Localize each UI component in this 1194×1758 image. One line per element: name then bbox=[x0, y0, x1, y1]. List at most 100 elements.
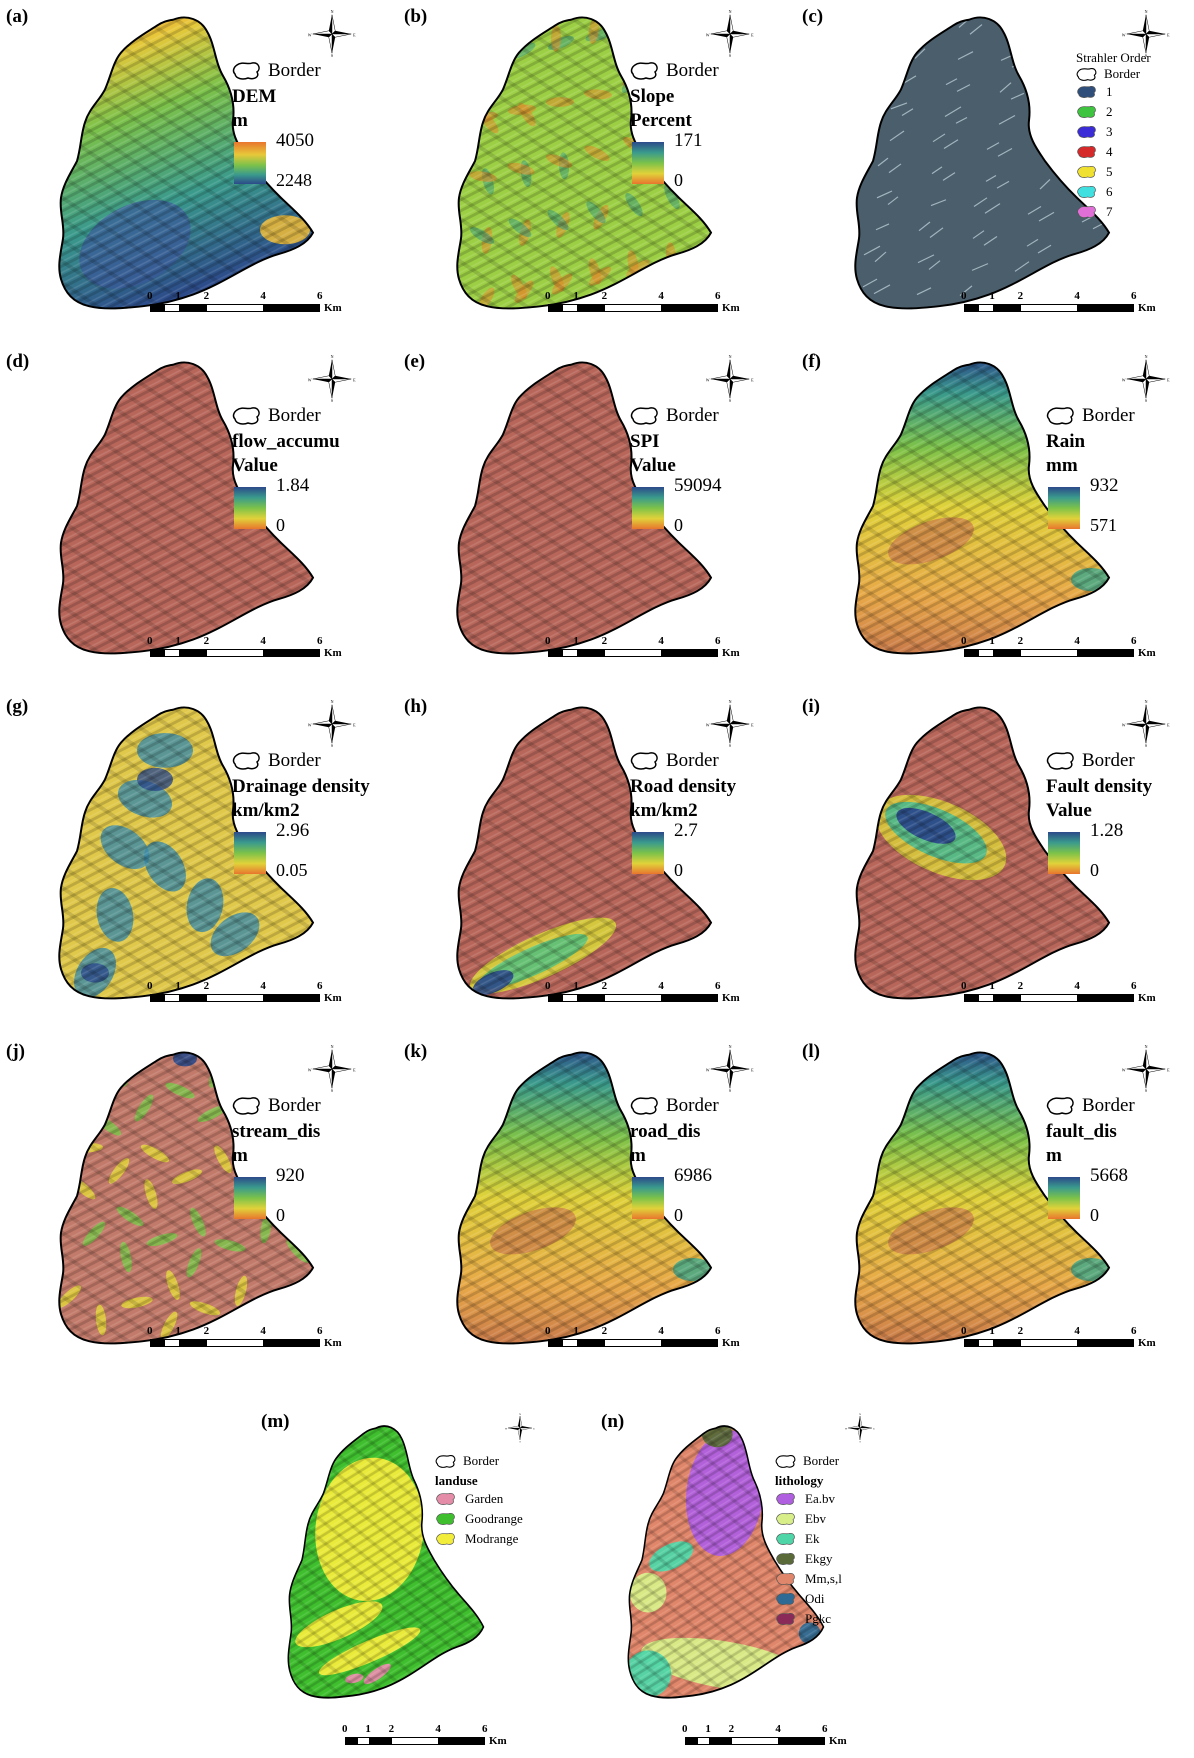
scale-tick-label: 1 bbox=[573, 635, 579, 647]
scale-segment bbox=[207, 1340, 263, 1346]
compass-n-label: N bbox=[331, 10, 334, 14]
scale-bar: 0 1 2 4 6 Km bbox=[545, 980, 740, 1004]
legend-category-label: Pgkc bbox=[805, 1611, 831, 1626]
compass-e-label: E bbox=[353, 722, 356, 727]
scale-segment bbox=[563, 1340, 577, 1346]
scale-segment bbox=[979, 650, 993, 656]
scale-tick-label: 4 bbox=[775, 1723, 781, 1735]
compass-w-label: W bbox=[1122, 377, 1126, 382]
map-panel-h: (h) N S E W Border Road density km/km2 2.7 0 0 1 2 4 6… bbox=[398, 690, 778, 1030]
compass-s-label: S bbox=[729, 53, 731, 58]
scale-segment bbox=[563, 650, 577, 656]
scale-segment bbox=[577, 305, 605, 311]
scale-unit-label: Km bbox=[489, 1735, 507, 1747]
compass-e-label: E bbox=[353, 377, 356, 382]
scale-tick-label: 0 bbox=[147, 1325, 153, 1337]
scale-tick-label: 4 bbox=[260, 635, 266, 647]
legend-border-label: Border bbox=[666, 60, 719, 81]
scale-tick-label: 6 bbox=[317, 1325, 323, 1337]
scale-segment bbox=[549, 1340, 563, 1346]
color-ramp bbox=[632, 1177, 664, 1219]
scale-tick-label: 4 bbox=[658, 635, 664, 647]
compass-s-label: S bbox=[519, 1441, 521, 1444]
legend-category-row: Odi bbox=[775, 1589, 842, 1609]
legend-category-row: 3 bbox=[1076, 122, 1151, 142]
ramp-min-label: 571 bbox=[1090, 515, 1117, 535]
scale-tick-label: 6 bbox=[317, 290, 323, 302]
watershed-border bbox=[287, 1425, 485, 1699]
ramp-min-label: 0 bbox=[674, 170, 683, 190]
category-swatch-icon bbox=[436, 1493, 455, 1505]
panel-label: (k) bbox=[404, 1041, 428, 1062]
scale-segment bbox=[993, 305, 1021, 311]
legend-border-label: Border bbox=[1082, 1095, 1135, 1116]
legend-title: Strahler Order bbox=[1076, 50, 1151, 65]
legend-category-row: Garden bbox=[435, 1489, 523, 1509]
scale-bar: 0 1 2 4 6 Km bbox=[545, 1325, 740, 1349]
category-swatch-icon bbox=[1077, 126, 1096, 138]
scale-segment bbox=[577, 1340, 605, 1346]
compass-w-label: W bbox=[1122, 722, 1126, 727]
scale-bar: 0 1 2 4 6 Km bbox=[147, 980, 342, 1004]
scale-tick-label: 2 bbox=[1017, 1325, 1024, 1337]
legend-category-row: 2 bbox=[1076, 102, 1151, 122]
north-arrow-icon: N S E W bbox=[845, 1413, 875, 1443]
legend-title: Road density bbox=[630, 776, 737, 797]
watershed-border bbox=[854, 361, 1111, 655]
compass-w-label: W bbox=[706, 722, 710, 727]
ramp-max-label: 1.84 bbox=[276, 475, 310, 496]
scale-tick-label: 0 bbox=[961, 980, 967, 992]
scale-tick-label: 6 bbox=[715, 1325, 721, 1337]
compass-e-label: E bbox=[1167, 377, 1170, 382]
map-panel-k: (k) N S E W Border road_dis m 6986 0 0 1 2 4 6 Km bbox=[398, 1035, 778, 1375]
north-arrow-icon: N S E W bbox=[1122, 355, 1170, 403]
legend-category-row: 5 bbox=[1076, 162, 1151, 182]
scale-segment bbox=[263, 305, 319, 311]
legend-category-label: Odi bbox=[805, 1591, 825, 1606]
scale-tick-label: 6 bbox=[715, 635, 721, 647]
scale-segment bbox=[357, 1738, 369, 1744]
scale-bar: 0 1 2 4 6 Km bbox=[961, 980, 1156, 1004]
legend-category-row: 6 bbox=[1076, 182, 1151, 202]
panel-label: (f) bbox=[802, 351, 821, 372]
compass-s-label: S bbox=[331, 743, 333, 748]
scale-tick-label: 0 bbox=[147, 635, 153, 647]
watershed-map bbox=[456, 706, 713, 1000]
category-swatch-icon bbox=[776, 1513, 795, 1525]
scale-segment bbox=[165, 1340, 179, 1346]
scale-unit-label: Km bbox=[722, 1337, 740, 1349]
scale-segment bbox=[392, 1738, 438, 1744]
north-arrow-icon: N S E W bbox=[505, 1413, 535, 1443]
category-swatch-icon bbox=[776, 1613, 795, 1625]
compass-n-label: N bbox=[1145, 10, 1148, 14]
compass-w-label: W bbox=[308, 722, 312, 727]
watershed-border bbox=[627, 1425, 825, 1699]
scale-unit-label: Km bbox=[722, 992, 740, 1004]
watershed-map bbox=[58, 706, 315, 1000]
scale-tick-label: 4 bbox=[260, 1325, 266, 1337]
scale-tick-label: 4 bbox=[1074, 1325, 1080, 1337]
ramp-max-label: 5668 bbox=[1090, 1165, 1128, 1186]
compass-w-label: W bbox=[308, 32, 312, 37]
scale-segment bbox=[965, 1340, 979, 1346]
ramp-min-label: 0 bbox=[674, 1205, 683, 1225]
legend-category-label: Mm,s,l bbox=[805, 1571, 842, 1586]
scale-tick-label: 0 bbox=[961, 1325, 967, 1337]
scale-unit-label: Km bbox=[324, 992, 342, 1004]
map-panel-c: (c) N S E W Strahler Order Border 1 2 3 4 5 6 7 0 1 2 4 6 K… bbox=[796, 0, 1194, 340]
legend-category-row: 7 bbox=[1076, 202, 1151, 222]
scale-tick-label: 1 bbox=[573, 290, 579, 302]
compass-e-label: E bbox=[751, 1067, 754, 1072]
scale-segment bbox=[993, 1340, 1021, 1346]
scale-segment bbox=[993, 650, 1021, 656]
scale-tick-label: 4 bbox=[658, 1325, 664, 1337]
scale-segment bbox=[577, 995, 605, 1001]
ramp-min-label: 0.05 bbox=[276, 860, 308, 880]
legend-title: Drainage density bbox=[232, 776, 370, 797]
compass-w-label: W bbox=[706, 1067, 710, 1072]
scale-tick-label: 1 bbox=[175, 1325, 181, 1337]
compass-e-label: E bbox=[353, 32, 356, 37]
scale-segment bbox=[165, 995, 179, 1001]
north-arrow-icon: N S E W bbox=[706, 1045, 754, 1093]
compass-e-label: E bbox=[751, 377, 754, 382]
